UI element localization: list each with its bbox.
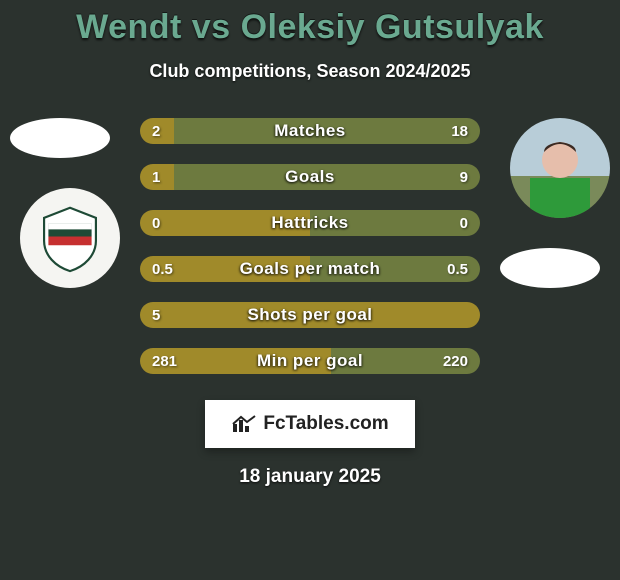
- player-left-crest: [20, 188, 120, 288]
- stat-row: 218Matches: [140, 118, 480, 144]
- stat-value-right: 220: [443, 348, 468, 374]
- brand-logo-icon: [231, 414, 257, 434]
- stat-row: 281220Min per goal: [140, 348, 480, 374]
- stat-value-right: 18: [451, 118, 468, 144]
- content-area: 218Matches19Goals00Hattricks0.50.5Goals …: [0, 118, 620, 488]
- crest-icon: [34, 202, 106, 274]
- stat-row: 0.50.5Goals per match: [140, 256, 480, 282]
- player-right-ellipse: [500, 248, 600, 288]
- stat-bar-right: [174, 118, 480, 144]
- stat-value-left: 1: [152, 164, 160, 190]
- stat-bar-right: [310, 210, 480, 236]
- stat-value-left: 0.5: [152, 256, 173, 282]
- stat-value-left: 281: [152, 348, 177, 374]
- stat-bar-left: [140, 302, 480, 328]
- player-left-ellipse: [10, 118, 110, 158]
- brand-tag: FcTables.com: [205, 400, 415, 448]
- player-photo-placeholder: [510, 118, 610, 218]
- page-subtitle: Club competitions, Season 2024/2025: [0, 61, 620, 82]
- stat-row: 00Hattricks: [140, 210, 480, 236]
- stat-value-left: 5: [152, 302, 160, 328]
- brand-text: FcTables.com: [263, 413, 388, 435]
- stat-row: 5Shots per goal: [140, 302, 480, 328]
- stat-bar-left: [140, 210, 310, 236]
- stat-value-left: 0: [152, 210, 160, 236]
- stat-value-right: 0: [460, 210, 468, 236]
- page-title: Wendt vs Oleksiy Gutsulyak: [0, 8, 620, 47]
- comparison-infographic: Wendt vs Oleksiy Gutsulyak Club competit…: [0, 0, 620, 580]
- stat-value-right: 0.5: [447, 256, 468, 282]
- stats-bars: 218Matches19Goals00Hattricks0.50.5Goals …: [140, 118, 480, 374]
- footer-date: 18 january 2025: [0, 466, 620, 488]
- stat-row: 19Goals: [140, 164, 480, 190]
- stat-value-right: 9: [460, 164, 468, 190]
- player-right-photo: [510, 118, 610, 218]
- stat-value-left: 2: [152, 118, 160, 144]
- stat-bar-right: [174, 164, 480, 190]
